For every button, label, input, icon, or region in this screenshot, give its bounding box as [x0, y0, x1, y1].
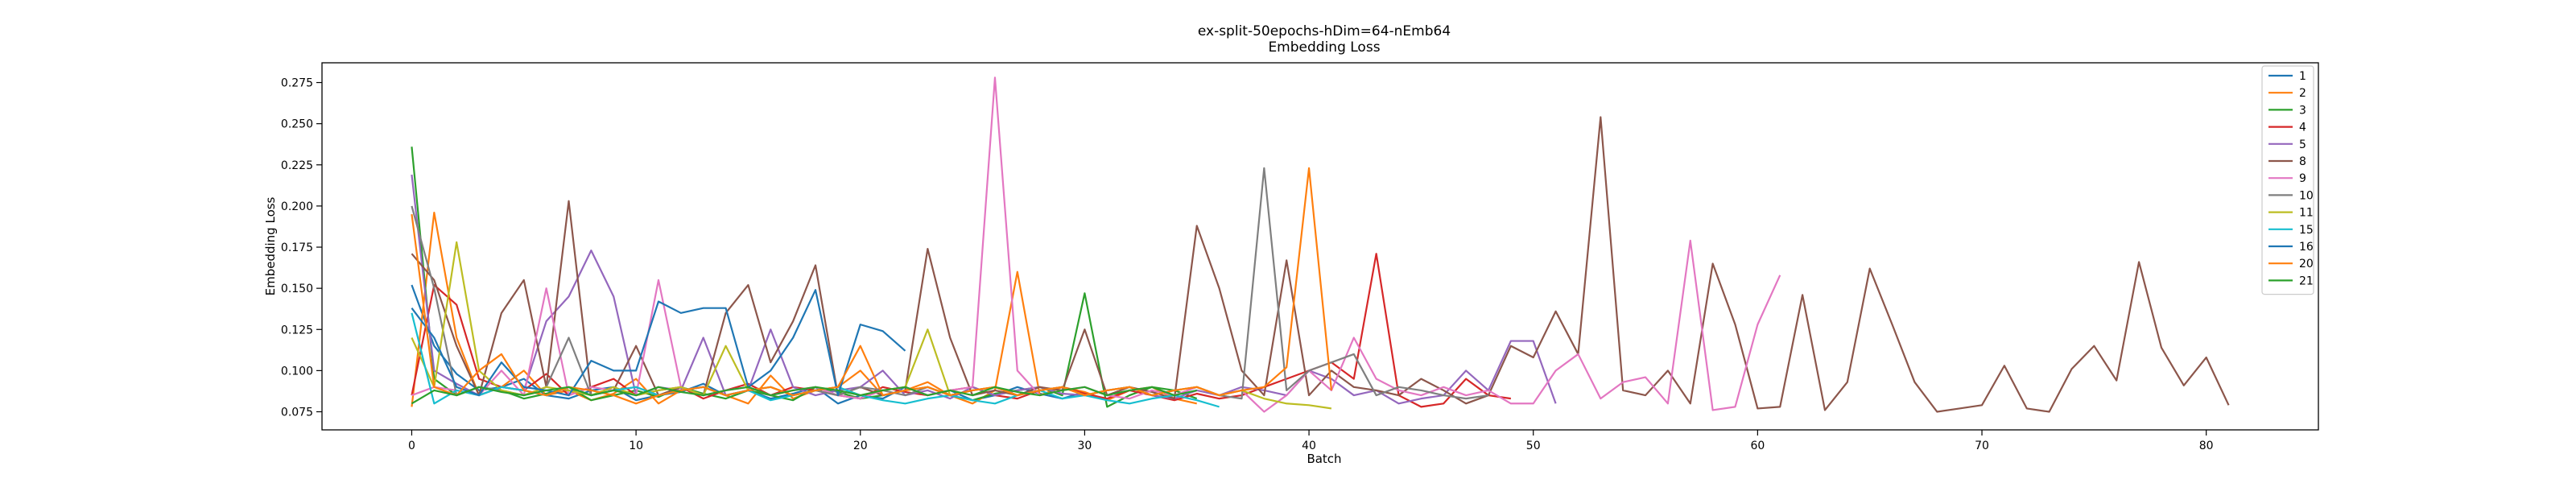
series-line-16 [411, 289, 906, 397]
legend-label-3: 3 [2299, 104, 2306, 117]
plot-frame [321, 62, 2319, 431]
series-line-21 [411, 386, 1197, 405]
legend-label-15: 15 [2299, 224, 2314, 237]
series-line-5 [411, 174, 1557, 405]
chart-subtitle: Embedding Loss [1268, 39, 1380, 56]
y-tick-label: 0.150 [281, 283, 313, 295]
legend-box [2261, 65, 2314, 295]
chart-title: ex-split-50epochs-hDim=64-nEmb64 [1198, 23, 1451, 39]
legend-label-1: 1 [2299, 70, 2306, 83]
legend-label-8: 8 [2299, 155, 2306, 168]
y-tick-label: 0.125 [281, 324, 313, 336]
series-lines [411, 76, 2230, 413]
series-line-20 [411, 167, 1333, 405]
x-tick-label: 40 [1302, 440, 1316, 452]
x-axis-ticks: 0 10 20 30 40 50 60 70 80 [408, 430, 2214, 452]
series-line-8 [411, 116, 2230, 413]
y-tick-label: 0.275 [281, 77, 313, 90]
y-axis-label: Embedding Loss [263, 196, 278, 295]
series-line-10 [411, 167, 1489, 400]
legend: 1 2 3 4 5 8 9 10 11 15 16 20 21 [2261, 65, 2314, 295]
x-tick-label: 20 [853, 440, 868, 452]
legend-label-4: 4 [2299, 122, 2306, 134]
x-tick-label: 60 [1750, 440, 1765, 452]
x-tick-label: 0 [408, 440, 415, 452]
legend-label-21: 21 [2299, 275, 2314, 287]
y-tick-label: 0.200 [281, 200, 313, 213]
legend-label-9: 9 [2299, 172, 2306, 185]
x-tick-label: 50 [1526, 440, 1541, 452]
x-tick-label: 70 [1975, 440, 1989, 452]
x-tick-label: 30 [1078, 440, 1092, 452]
y-tick-label: 0.100 [281, 365, 313, 378]
legend-label-11: 11 [2299, 207, 2314, 220]
legend-label-16: 16 [2299, 241, 2314, 254]
x-tick-label: 80 [2199, 440, 2214, 452]
y-tick-label: 0.175 [281, 242, 313, 254]
x-tick-label: 10 [629, 440, 643, 452]
y-axis-ticks: 0.075 0.100 0.125 0.150 0.175 0.200 0.225 0.250… [281, 77, 322, 419]
legend-label-5: 5 [2299, 138, 2306, 151]
y-tick-label: 0.250 [281, 118, 313, 131]
legend-label-10: 10 [2299, 189, 2314, 202]
x-axis-label: Batch [1307, 452, 1341, 466]
legend-label-20: 20 [2299, 258, 2314, 270]
legend-label-2: 2 [2299, 87, 2306, 100]
y-tick-label: 0.225 [281, 159, 313, 172]
y-tick-label: 0.075 [281, 407, 313, 419]
